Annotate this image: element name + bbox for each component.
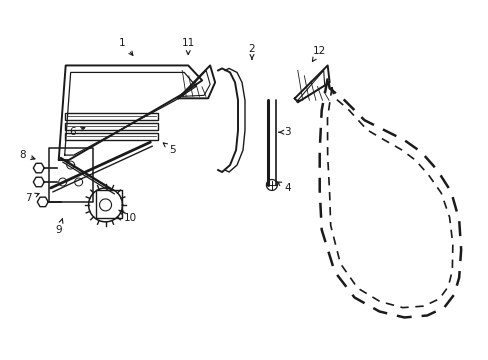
Bar bbox=[64, 133, 158, 140]
Text: 3: 3 bbox=[278, 127, 290, 137]
Text: 11: 11 bbox=[181, 37, 194, 54]
Bar bbox=[64, 113, 158, 120]
Text: 2: 2 bbox=[248, 44, 255, 59]
Text: 9: 9 bbox=[55, 219, 63, 235]
Bar bbox=[64, 123, 158, 130]
Text: 7: 7 bbox=[25, 193, 39, 203]
Text: 5: 5 bbox=[163, 143, 175, 155]
Text: 12: 12 bbox=[312, 45, 325, 62]
Text: 6: 6 bbox=[69, 127, 84, 137]
Text: 10: 10 bbox=[119, 210, 137, 223]
Text: 4: 4 bbox=[277, 182, 290, 193]
Text: 1: 1 bbox=[119, 37, 133, 55]
Text: 8: 8 bbox=[20, 150, 35, 160]
